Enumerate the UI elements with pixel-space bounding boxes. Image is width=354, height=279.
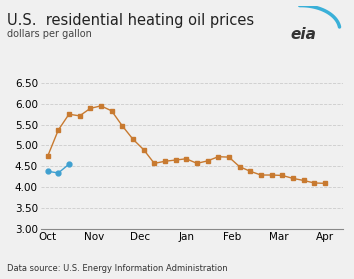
- 2022-23: [227, 155, 231, 159]
- Line: 2022-23: 2022-23: [46, 104, 327, 186]
- 2022-23: [291, 177, 295, 180]
- Text: U.S.  residential heating oil prices: U.S. residential heating oil prices: [7, 13, 254, 28]
- 2022-23: [323, 182, 327, 185]
- 2022-23: [120, 124, 124, 128]
- 2022-23: [173, 158, 178, 162]
- 2022-23: [109, 109, 114, 112]
- 2022-23: [131, 138, 135, 141]
- Text: Data source: U.S. Energy Information Administration: Data source: U.S. Energy Information Adm…: [7, 264, 228, 273]
- 2022-23: [56, 128, 61, 132]
- 2022-23: [46, 155, 50, 158]
- 2022-23: [269, 173, 274, 177]
- 2023-24: [56, 171, 61, 175]
- 2022-23: [238, 165, 242, 168]
- 2023-24: [67, 163, 71, 166]
- 2022-23: [280, 174, 284, 177]
- 2022-23: [248, 170, 252, 173]
- 2022-23: [163, 160, 167, 163]
- 2022-23: [67, 112, 71, 116]
- Text: eia: eia: [290, 27, 316, 42]
- 2022-23: [142, 148, 146, 151]
- 2022-23: [216, 155, 221, 158]
- 2022-23: [184, 157, 188, 160]
- 2022-23: [312, 181, 316, 185]
- 2022-23: [205, 159, 210, 163]
- Line: 2023-24: 2023-24: [45, 162, 72, 175]
- 2022-23: [259, 173, 263, 177]
- 2022-23: [302, 179, 306, 182]
- 2022-23: [195, 162, 199, 165]
- Text: dollars per gallon: dollars per gallon: [7, 29, 92, 39]
- 2022-23: [78, 114, 82, 117]
- 2022-23: [152, 162, 156, 165]
- 2023-24: [46, 170, 50, 173]
- 2022-23: [99, 104, 103, 107]
- 2022-23: [88, 107, 92, 110]
